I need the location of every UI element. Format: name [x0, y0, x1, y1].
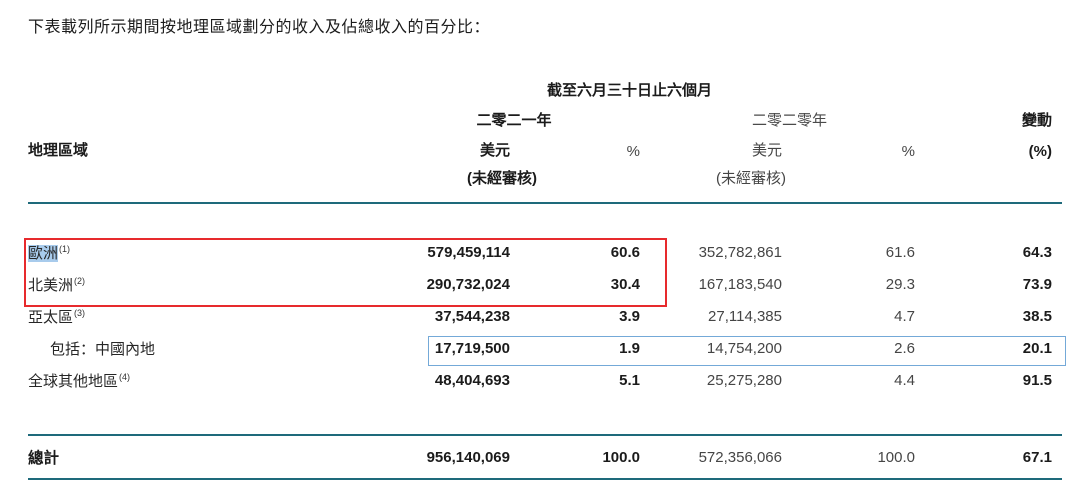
pct-2020-cell: 2.6 [894, 339, 915, 357]
region-name: 包括：中國內地 [50, 340, 156, 358]
total-change-cell: 67.1 [1022, 448, 1052, 466]
region-name: 北美洲 [28, 276, 74, 294]
pct-2021-cell: 30.4 [610, 275, 640, 293]
pct-2021-header: % [626, 143, 640, 160]
change-cell: 73.9 [1022, 275, 1052, 293]
usd-2020-cell: 167,183,540 [698, 275, 782, 293]
table-header-columns: 地理區域 美元 % 美元 % (%) [28, 130, 1062, 160]
table-row-europe: 歐洲(1) 579,459,114 60.6 352,782,861 61.6 … [28, 236, 1062, 268]
change-cell: 38.5 [1022, 307, 1052, 325]
usd-2020-cell: 25,275,280 [706, 371, 782, 389]
unaudited-2020-label: (未經審核) [716, 170, 786, 187]
usd-2020-cell: 14,754,200 [706, 339, 782, 357]
total-usd-2020-cell: 572,356,066 [698, 448, 782, 466]
pct-2020-cell: 29.3 [885, 275, 915, 293]
table-header-period: 截至六月三十日止六個月 [28, 72, 1062, 100]
pct-2020-header: % [901, 143, 915, 160]
pct-2021-cell: 5.1 [619, 371, 640, 389]
header-divider-rule [28, 202, 1062, 204]
unaudited-2021-label: (未經審核) [467, 170, 537, 187]
region-name: 歐洲 [28, 244, 59, 262]
table-row-asia-pacific: 亞太區(3) 37,544,238 3.9 27,114,385 4.7 38.… [28, 300, 1062, 332]
region-name: 亞太區 [28, 308, 74, 326]
footnote-ref: (2) [74, 275, 86, 286]
pct-2020-cell: 4.7 [894, 307, 915, 325]
region-cell: 全球其他地區(4) [28, 370, 308, 391]
total-pct-2021-cell: 100.0 [602, 448, 640, 466]
change-pct-header: (%) [1028, 143, 1052, 160]
pct-2020-cell: 61.6 [885, 243, 915, 261]
usd-2020-cell: 27,114,385 [708, 307, 782, 325]
total-pct-2020-cell: 100.0 [877, 448, 915, 466]
region-name: 全球其他地區 [28, 372, 119, 390]
usd-2021-cell: 17,719,500 [434, 339, 510, 357]
table-header-years: 二零二一年 二零二零年 變動 [28, 100, 1062, 130]
usd-2021-cell: 579,459,114 [427, 243, 510, 261]
pct-2020-cell: 4.4 [894, 371, 915, 389]
region-cell: 北美洲(2) [28, 274, 308, 295]
year-2021-header: 二零二一年 [476, 112, 552, 129]
region-cell: 亞太區(3) [28, 306, 308, 327]
bottom-rule [28, 478, 1062, 480]
pct-2021-cell: 3.9 [619, 307, 640, 325]
total-label: 總計 [28, 450, 60, 467]
table-header-unaudited: (未經審核) (未經審核) [28, 160, 1062, 192]
pct-2021-cell: 1.9 [619, 339, 640, 357]
usd-2021-cell: 48,404,693 [434, 371, 510, 389]
revenue-by-region-table: 截至六月三十日止六個月 二零二一年 二零二零年 變動 地理區域 美元 % 美元 … [28, 72, 1062, 480]
usd-2021-cell: 290,732,024 [426, 275, 510, 293]
change-cell: 64.3 [1022, 243, 1052, 261]
region-column-header: 地理區域 [28, 142, 89, 159]
footnote-ref: (4) [119, 371, 131, 382]
change-header: 變動 [1021, 112, 1052, 129]
footnote-ref: (1) [59, 243, 71, 254]
table-row-rest-of-world: 全球其他地區(4) 48,404,693 5.1 25,275,280 4.4 … [28, 364, 1062, 396]
footnote-ref: (3) [74, 307, 86, 318]
usd-2020-cell: 352,782,861 [698, 243, 782, 261]
region-cell: 包括：中國內地 [28, 338, 308, 359]
year-2020-header: 二零二零年 [751, 112, 827, 129]
intro-text: 下表載列所示期間按地理區域劃分的收入及佔總收入的百分比： [28, 19, 491, 36]
region-cell: 歐洲(1) [28, 242, 308, 263]
total-divider-rule [28, 434, 1062, 436]
table-row-mainland-china: 包括：中國內地 17,719,500 1.9 14,754,200 2.6 20… [28, 332, 1062, 364]
total-usd-2021-cell: 956,140,069 [426, 448, 510, 466]
pct-2021-cell: 60.6 [610, 243, 640, 261]
change-cell: 91.5 [1022, 371, 1052, 389]
table-row-north-america: 北美洲(2) 290,732,024 30.4 167,183,540 29.3… [28, 268, 1062, 300]
table-row-total: 總計 956,140,069 100.0 572,356,066 100.0 6… [28, 436, 1062, 478]
usd-2021-header: 美元 [479, 142, 510, 159]
usd-2020-header: 美元 [751, 142, 782, 159]
period-header: 截至六月三十日止六個月 [546, 82, 712, 99]
table-body: 歐洲(1) 579,459,114 60.6 352,782,861 61.6 … [28, 236, 1062, 396]
usd-2021-cell: 37,544,238 [434, 307, 510, 325]
change-cell: 20.1 [1022, 339, 1052, 357]
